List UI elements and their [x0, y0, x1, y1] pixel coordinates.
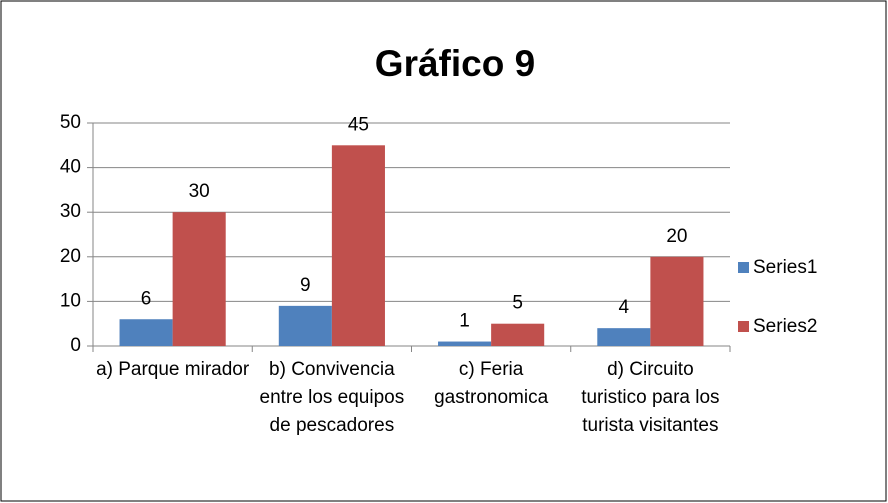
bar	[119, 319, 173, 346]
legend-label: Series2	[753, 316, 817, 337]
bar	[278, 305, 332, 346]
data-label: 9	[300, 275, 311, 296]
data-label: 1	[459, 311, 470, 332]
x-tick-label: a) Parque mirador	[96, 359, 250, 380]
y-tick-label: 10	[60, 290, 81, 311]
x-tick-label: c) Feria gastronomica	[434, 359, 549, 408]
legend-swatch	[738, 262, 749, 273]
data-label: 20	[666, 226, 687, 247]
data-label: 30	[189, 181, 210, 202]
legend-label: Series1	[753, 257, 817, 278]
y-tick-label: 0	[70, 335, 81, 356]
y-tick-label: 20	[60, 246, 81, 267]
data-label: 6	[141, 288, 152, 309]
x-tick-label: b) Convivencia entre los equipos de pesc…	[259, 359, 405, 436]
y-tick-label: 40	[60, 157, 81, 178]
data-label: 4	[619, 297, 630, 318]
bar	[597, 328, 651, 346]
legend-swatch	[738, 321, 749, 332]
bar	[650, 256, 704, 346]
y-tick-label: 50	[60, 112, 81, 133]
y-tick-label: 30	[60, 201, 81, 222]
bar	[172, 212, 226, 346]
bar	[491, 323, 545, 346]
data-label: 5	[512, 293, 523, 314]
chart-title: Gráfico 9	[375, 43, 535, 84]
data-label: 45	[348, 114, 369, 135]
bar	[438, 341, 492, 346]
x-tick-label: d) Circuito turistico para los turista v…	[581, 359, 720, 436]
bar	[331, 145, 385, 346]
